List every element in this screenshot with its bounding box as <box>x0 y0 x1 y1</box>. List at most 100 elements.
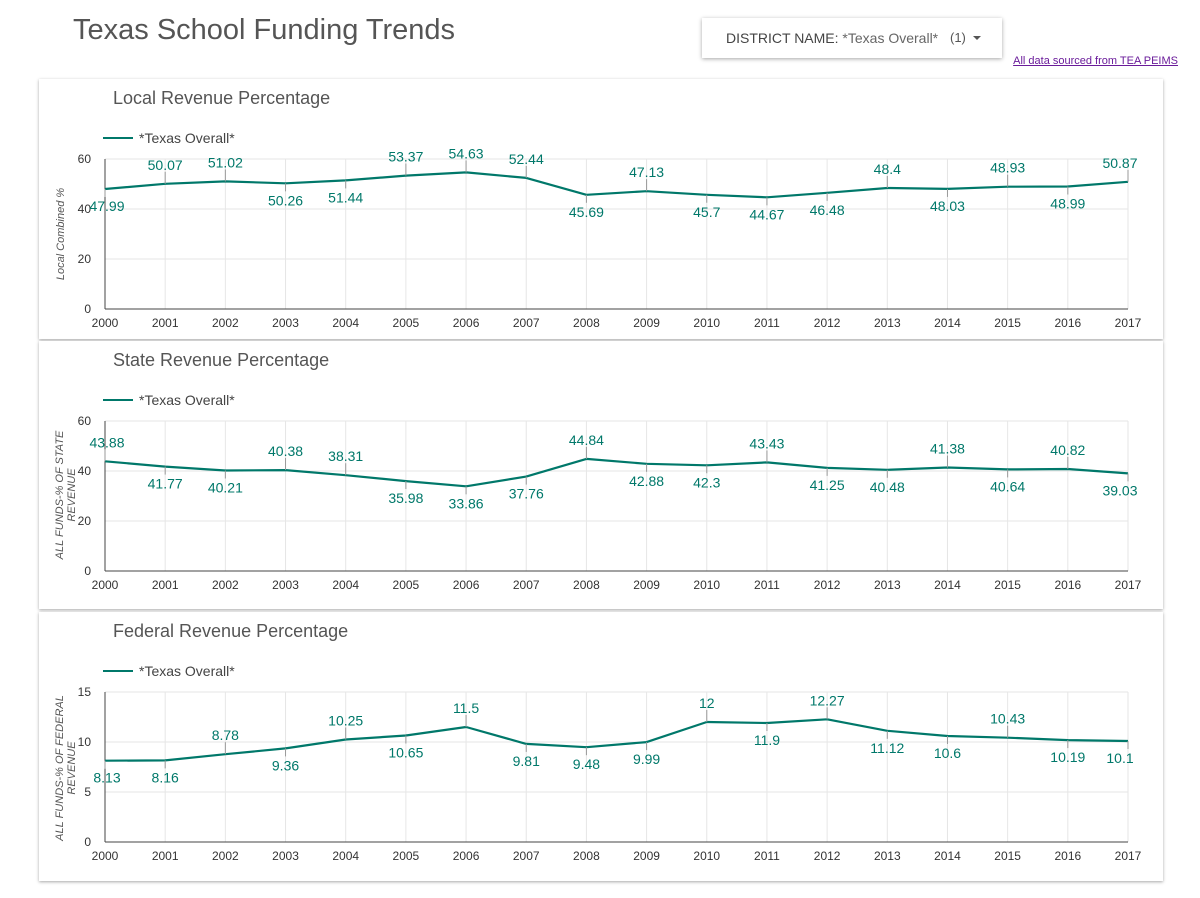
x-tick-label: 2014 <box>934 316 961 330</box>
x-tick-label: 2002 <box>212 849 239 863</box>
data-label: 9.48 <box>573 756 600 772</box>
x-tick-label: 2009 <box>633 578 660 592</box>
data-label: 46.48 <box>810 202 845 218</box>
x-tick-label: 2001 <box>152 849 179 863</box>
chart-svg: 0 20 40 60 2000 2001 2002 2003 2004 2005 2006 2007 2… <box>78 145 1142 330</box>
x-tick-label: 2013 <box>874 578 901 592</box>
chart-title: State Revenue Percentage <box>113 350 330 370</box>
x-tick-label: 2004 <box>332 316 359 330</box>
chart-svg: 0 5 10 15 2000 2001 2002 2003 2004 2005 2006 2007 20… <box>78 685 1142 863</box>
data-label: 42.3 <box>693 474 720 490</box>
page-title: Texas School Funding Trends <box>73 14 456 46</box>
chart-legend[interactable]: *Texas Overall* <box>103 130 235 146</box>
data-label: 8.78 <box>212 727 239 743</box>
x-tick-label: 2000 <box>92 316 119 330</box>
x-tick-label: 2012 <box>814 578 841 592</box>
x-tick-label: 2014 <box>934 578 961 592</box>
state-revenue-chart-panel: State Revenue Percentage *Texas Overall*… <box>39 341 1163 609</box>
data-label: 12.27 <box>810 692 845 708</box>
x-tick-label: 2010 <box>693 849 720 863</box>
data-label: 35.98 <box>388 490 423 506</box>
district-name-filter[interactable]: DISTRICT NAME: *Texas Overall* (1) <box>702 18 1002 58</box>
data-label: 48.03 <box>930 198 965 214</box>
data-label: 50.07 <box>148 157 183 173</box>
x-tick-label: 2006 <box>453 578 480 592</box>
x-tick-label: 2010 <box>693 578 720 592</box>
x-tick-label: 2003 <box>272 316 299 330</box>
data-label: 42.88 <box>629 473 664 489</box>
data-label: 33.86 <box>449 495 484 511</box>
data-label: 9.36 <box>272 757 299 773</box>
x-tick-label: 2013 <box>874 316 901 330</box>
x-tick-label: 2016 <box>1054 316 1081 330</box>
data-label: 48.99 <box>1050 196 1085 212</box>
data-label: 40.82 <box>1050 442 1085 458</box>
x-tick-label: 2006 <box>453 849 480 863</box>
federal-revenue-chart-panel: Federal Revenue Percentage *Texas Overal… <box>39 612 1163 881</box>
filter-label: DISTRICT NAME <box>726 30 835 46</box>
x-tick-label: 2005 <box>393 578 420 592</box>
data-label: 47.99 <box>89 198 124 214</box>
local-revenue-chart-panel: Local Revenue Percentage *Texas Overall*… <box>39 79 1163 339</box>
x-tick-label: 2004 <box>332 578 359 592</box>
x-tick-label: 2005 <box>393 316 420 330</box>
data-label: 10.1 <box>1106 750 1133 766</box>
y-tick-label: 60 <box>78 152 92 166</box>
x-tick-label: 2005 <box>393 849 420 863</box>
x-tick-label: 2006 <box>453 316 480 330</box>
x-tick-label: 2010 <box>693 316 720 330</box>
x-tick-label: 2009 <box>633 849 660 863</box>
data-label: 43.88 <box>89 434 124 450</box>
data-label: 53.37 <box>388 149 423 165</box>
data-label: 54.63 <box>449 145 484 161</box>
x-tick-label: 2013 <box>874 849 901 863</box>
y-tick-label: 10 <box>78 735 92 749</box>
x-tick-label: 2000 <box>92 849 119 863</box>
legend-swatch <box>103 399 133 401</box>
x-tick-label: 2008 <box>573 316 600 330</box>
x-tick-label: 2011 <box>754 578 780 592</box>
data-label: 50.26 <box>268 192 303 208</box>
data-label: 45.7 <box>693 204 720 220</box>
caret-down-icon[interactable] <box>973 36 981 40</box>
data-label: 9.81 <box>513 753 540 769</box>
data-label: 8.13 <box>93 770 120 786</box>
filter-count: (1) <box>950 30 966 45</box>
chart-legend[interactable]: *Texas Overall* <box>103 663 235 679</box>
chart-svg: 0 20 40 60 2000 2001 2002 2003 2004 2005 2006 2007 2… <box>78 414 1142 592</box>
data-label: 39.03 <box>1102 482 1137 498</box>
data-label: 41.77 <box>148 476 183 492</box>
data-label: 40.21 <box>208 479 243 495</box>
legend-swatch <box>103 670 133 672</box>
data-label: 41.38 <box>930 441 965 457</box>
x-tick-label: 2009 <box>633 316 660 330</box>
data-label: 52.44 <box>509 151 544 167</box>
data-label: 11.12 <box>870 740 904 756</box>
data-label: 51.44 <box>328 189 363 205</box>
x-tick-label: 2011 <box>754 316 780 330</box>
data-label: 48.93 <box>990 160 1025 176</box>
x-tick-label: 2008 <box>573 578 600 592</box>
series-line <box>104 718 1129 762</box>
y-tick-label: 60 <box>78 414 92 428</box>
data-label: 44.84 <box>569 432 604 448</box>
legend-swatch <box>103 137 133 139</box>
x-tick-label: 2015 <box>994 578 1021 592</box>
x-tick-label: 2003 <box>272 578 299 592</box>
x-tick-label: 2014 <box>934 849 961 863</box>
x-tick-label: 2001 <box>152 316 179 330</box>
chart-legend[interactable]: *Texas Overall* <box>103 392 235 408</box>
data-label: 40.64 <box>990 478 1025 494</box>
y-tick-label: 5 <box>84 785 91 799</box>
x-tick-label: 2002 <box>212 316 239 330</box>
x-tick-label: 2007 <box>513 849 540 863</box>
data-label: 41.25 <box>810 477 845 493</box>
chart-title: Federal Revenue Percentage <box>113 621 349 641</box>
y-tick-label: 40 <box>78 202 92 216</box>
y-tick-label: 20 <box>78 252 92 266</box>
source-link[interactable]: All data sourced from TEA PEIMS <box>1013 55 1178 67</box>
data-label: 10.6 <box>934 745 961 761</box>
x-tick-label: 2001 <box>152 578 179 592</box>
data-label: 43.43 <box>749 435 784 451</box>
data-label: 9.99 <box>633 751 660 767</box>
